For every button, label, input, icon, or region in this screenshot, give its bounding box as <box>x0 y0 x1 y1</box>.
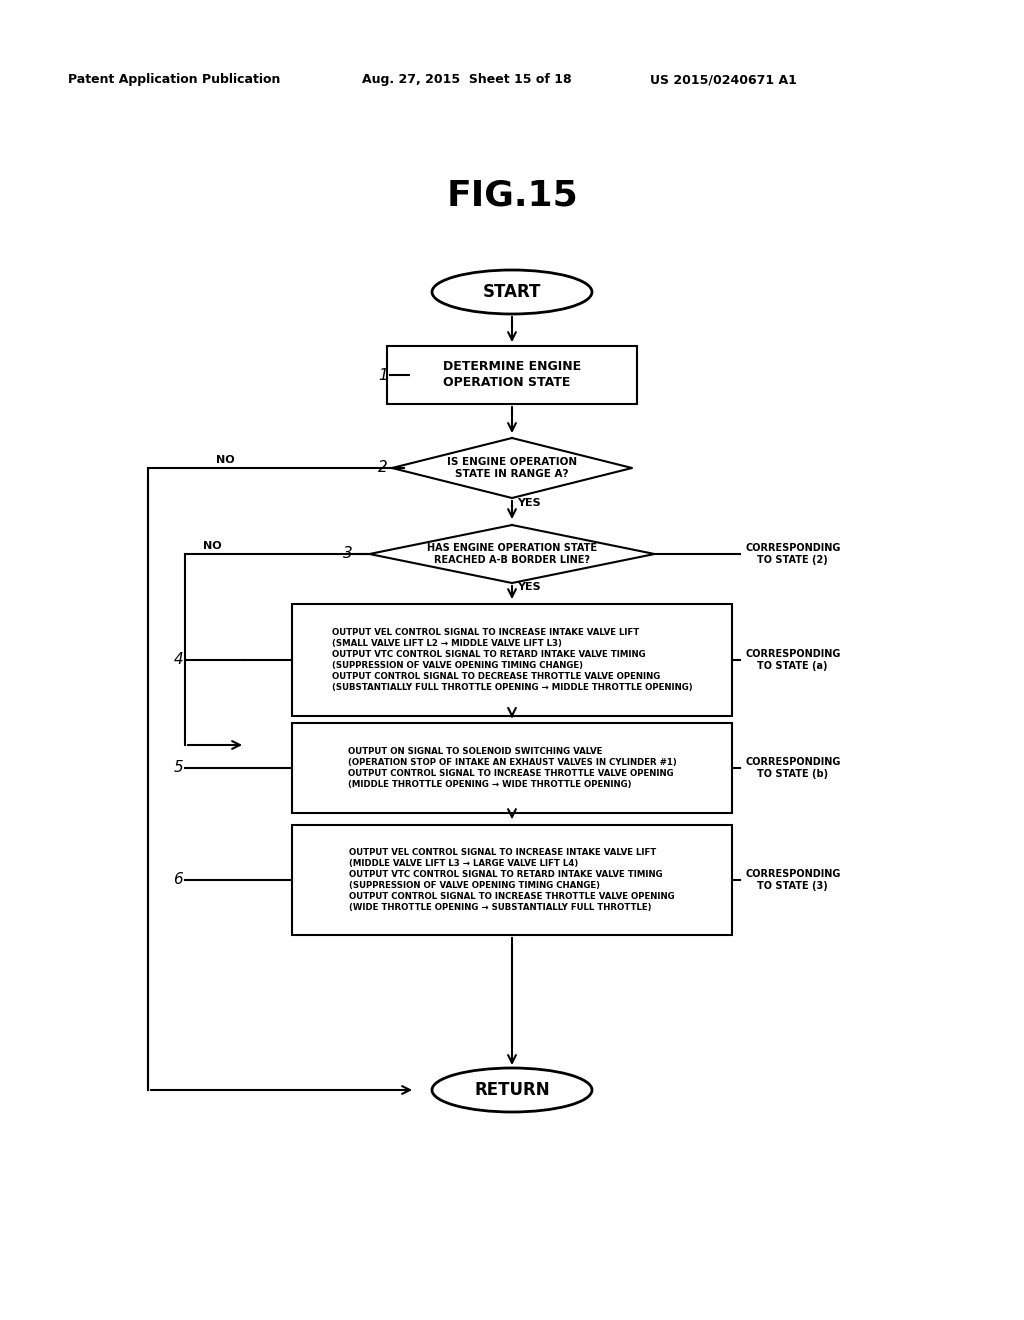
Text: NO: NO <box>216 455 234 465</box>
Text: YES: YES <box>517 498 541 508</box>
Text: 3: 3 <box>343 546 353 561</box>
Text: Patent Application Publication: Patent Application Publication <box>68 74 281 87</box>
Text: 2: 2 <box>378 461 388 475</box>
Text: OUTPUT VEL CONTROL SIGNAL TO INCREASE INTAKE VALVE LIFT
(SMALL VALVE LIFT L2 → M: OUTPUT VEL CONTROL SIGNAL TO INCREASE IN… <box>332 628 692 692</box>
Text: IS ENGINE OPERATION
STATE IN RANGE A?: IS ENGINE OPERATION STATE IN RANGE A? <box>446 457 578 479</box>
Text: DETERMINE ENGINE
OPERATION STATE: DETERMINE ENGINE OPERATION STATE <box>443 360 581 389</box>
Text: RETURN: RETURN <box>474 1081 550 1100</box>
Text: FIG.15: FIG.15 <box>446 178 578 213</box>
Text: CORRESPONDING
TO STATE (3): CORRESPONDING TO STATE (3) <box>745 869 841 891</box>
Text: NO: NO <box>204 541 222 550</box>
Text: CORRESPONDING
TO STATE (a): CORRESPONDING TO STATE (a) <box>745 649 841 671</box>
Text: US 2015/0240671 A1: US 2015/0240671 A1 <box>650 74 797 87</box>
Text: CORRESPONDING
TO STATE (2): CORRESPONDING TO STATE (2) <box>745 544 841 565</box>
Text: 5: 5 <box>173 760 183 776</box>
Text: OUTPUT ON SIGNAL TO SOLENOID SWITCHING VALVE
(OPERATION STOP OF INTAKE AN EXHAUS: OUTPUT ON SIGNAL TO SOLENOID SWITCHING V… <box>347 747 677 789</box>
Text: Aug. 27, 2015  Sheet 15 of 18: Aug. 27, 2015 Sheet 15 of 18 <box>362 74 571 87</box>
Text: START: START <box>482 282 542 301</box>
Text: CORRESPONDING
TO STATE (b): CORRESPONDING TO STATE (b) <box>745 758 841 779</box>
Text: 6: 6 <box>173 873 183 887</box>
Text: 4: 4 <box>173 652 183 668</box>
Text: YES: YES <box>517 582 541 591</box>
Text: HAS ENGINE OPERATION STATE
REACHED A-B BORDER LINE?: HAS ENGINE OPERATION STATE REACHED A-B B… <box>427 543 597 565</box>
Text: 1: 1 <box>378 367 388 383</box>
Text: OUTPUT VEL CONTROL SIGNAL TO INCREASE INTAKE VALVE LIFT
(MIDDLE VALVE LIFT L3 → : OUTPUT VEL CONTROL SIGNAL TO INCREASE IN… <box>349 847 675 912</box>
